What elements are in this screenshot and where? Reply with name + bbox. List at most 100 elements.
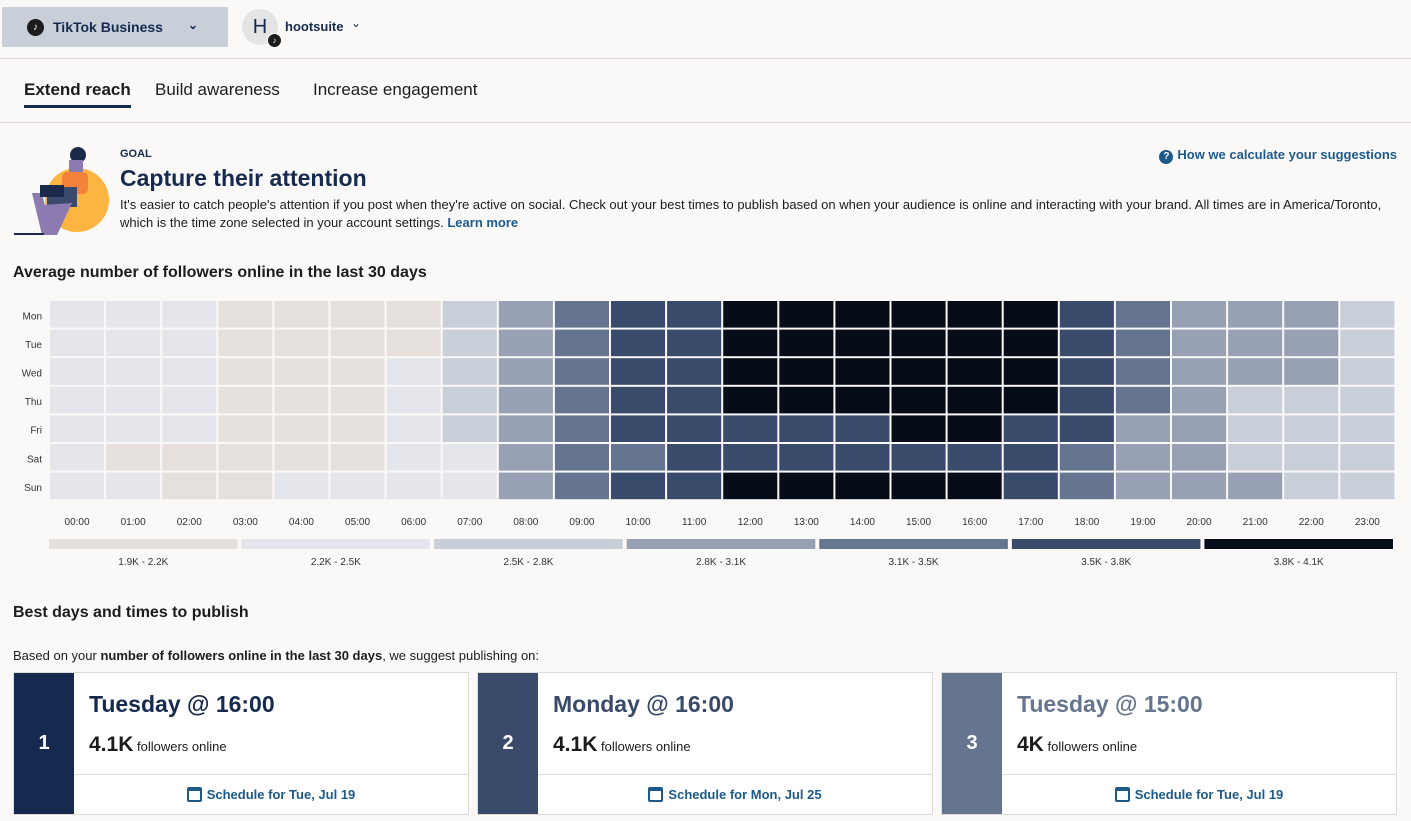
heatmap-cell <box>218 472 273 500</box>
heatmap-cell <box>442 415 497 442</box>
heatmap-cell <box>1228 329 1283 357</box>
legend-label: 2.8K - 3.1K <box>696 557 746 568</box>
heatmap-cell <box>723 301 778 328</box>
column-label: 00:00 <box>65 517 90 528</box>
intro-pre: Based on your <box>13 648 101 663</box>
heatmap-cell <box>442 358 497 385</box>
heatmap-cell <box>1115 329 1170 357</box>
best-times-title: Best days and times to publish <box>13 604 249 621</box>
profile-name[interactable]: hootsuite <box>285 19 344 34</box>
column-label: 03:00 <box>233 517 258 528</box>
heatmap-cell <box>891 472 946 500</box>
heatmap-cell <box>218 386 273 414</box>
column-label: 05:00 <box>345 517 370 528</box>
count-label: followers online <box>1047 739 1138 754</box>
heatmap-cell <box>554 472 609 500</box>
goal-description-text: It's easier to catch people's attention … <box>120 197 1382 230</box>
row-label: Wed <box>22 369 42 380</box>
legend-label: 3.5K - 3.8K <box>1081 557 1131 568</box>
column-label: 20:00 <box>1187 517 1212 528</box>
profile-avatar[interactable]: H ♪ <box>242 9 282 48</box>
goal-description: It's easier to catch people's attention … <box>120 196 1390 232</box>
legend-swatch <box>819 539 1008 549</box>
heatmap-cell <box>274 329 329 357</box>
heatmap-cell <box>1340 358 1395 385</box>
column-label: 16:00 <box>962 517 987 528</box>
column-label: 08:00 <box>513 517 538 528</box>
learn-more-link[interactable]: Learn more <box>447 215 519 230</box>
heatmap-cell <box>162 415 217 442</box>
schedule-label: Schedule for Tue, Jul 19 <box>206 787 356 802</box>
heatmap-cell <box>779 444 834 471</box>
heatmap-cell <box>106 415 161 442</box>
suggestion-time: Monday @ 16:00 <box>553 691 734 717</box>
tiktok-badge-icon: ♪ <box>267 33 282 48</box>
heatmap-cell <box>554 386 609 414</box>
heatmap-cell <box>106 329 161 357</box>
heatmap-cell <box>330 386 385 414</box>
heatmap-cell <box>50 444 105 471</box>
legend-label: 3.1K - 3.5K <box>889 557 939 568</box>
heatmap-cell <box>442 386 497 414</box>
heatmap-cell <box>498 386 553 414</box>
legend-label: 2.5K - 2.8K <box>503 557 553 568</box>
heatmap-cell <box>498 415 553 442</box>
column-label: 15:00 <box>906 517 931 528</box>
heatmap-cell <box>498 358 553 385</box>
goal-illustration <box>14 147 109 235</box>
tab-build-awareness[interactable]: Build awareness <box>155 80 280 99</box>
heatmap-cell <box>891 444 946 471</box>
heatmap-cell <box>667 472 722 500</box>
heatmap-cell <box>50 386 105 414</box>
count-value: 4.1K <box>89 733 134 756</box>
suggestion-time: Tuesday @ 15:00 <box>1017 691 1203 717</box>
heatmap-cell <box>330 358 385 385</box>
heatmap-cell <box>330 301 385 328</box>
heatmap-cell <box>1172 444 1227 471</box>
suggestion-time: Tuesday @ 16:00 <box>89 691 275 717</box>
heatmap-cell <box>50 415 105 442</box>
heatmap-cell <box>1284 386 1339 414</box>
heatmap-cell <box>50 329 105 357</box>
heatmap-cell <box>162 472 217 500</box>
rank-badge: 1 <box>14 673 74 814</box>
heatmap-cell <box>947 329 1002 357</box>
heatmap-cell <box>1284 444 1339 471</box>
column-label: 19:00 <box>1130 517 1155 528</box>
heatmap-cell <box>1115 415 1170 442</box>
heatmap-cell <box>1228 444 1283 471</box>
column-label: 11:00 <box>682 517 707 528</box>
schedule-button[interactable]: Schedule for Mon, Jul 25 <box>538 774 932 814</box>
network-selector[interactable]: ♪ TikTok Business ⌄ <box>2 7 228 47</box>
heatmap-cell <box>274 415 329 442</box>
heatmap-cell <box>554 301 609 328</box>
heatmap-cell <box>386 386 441 414</box>
heatmap-cell <box>947 444 1002 471</box>
column-label: 21:00 <box>1243 517 1268 528</box>
heatmap-cell <box>779 386 834 414</box>
heatmap-cell <box>386 329 441 357</box>
schedule-button[interactable]: Schedule for Tue, Jul 19 <box>74 774 468 814</box>
goal-tabs: Extend reach Build awareness Increase en… <box>0 59 1411 123</box>
intro-bold: number of followers online in the last 3… <box>100 648 383 663</box>
how-we-calculate-link[interactable]: ? How we calculate your suggestions <box>1159 147 1397 164</box>
column-label: 17:00 <box>1018 517 1043 528</box>
heatmap-cell <box>1059 301 1114 328</box>
heatmap-cell <box>162 444 217 471</box>
count-label: followers online <box>600 739 691 754</box>
heatmap-cell <box>667 301 722 328</box>
heatmap-cell <box>218 415 273 442</box>
profile-chevron-down-icon[interactable]: ⌄ <box>351 16 362 30</box>
heatmap-cell <box>218 329 273 357</box>
heatmap-cell <box>835 386 890 414</box>
heatmap-cell <box>330 472 385 500</box>
tab-increase-engagement[interactable]: Increase engagement <box>313 80 478 99</box>
tab-extend-reach[interactable]: Extend reach <box>24 80 131 108</box>
heatmap-cell <box>274 358 329 385</box>
heatmap-cell <box>330 444 385 471</box>
schedule-button[interactable]: Schedule for Tue, Jul 19 <box>1002 774 1396 814</box>
heatmap-cell <box>1115 472 1170 500</box>
heatmap-cell <box>442 444 497 471</box>
network-label: TikTok Business <box>53 19 163 35</box>
schedule-label: Schedule for Mon, Jul 25 <box>668 787 822 802</box>
